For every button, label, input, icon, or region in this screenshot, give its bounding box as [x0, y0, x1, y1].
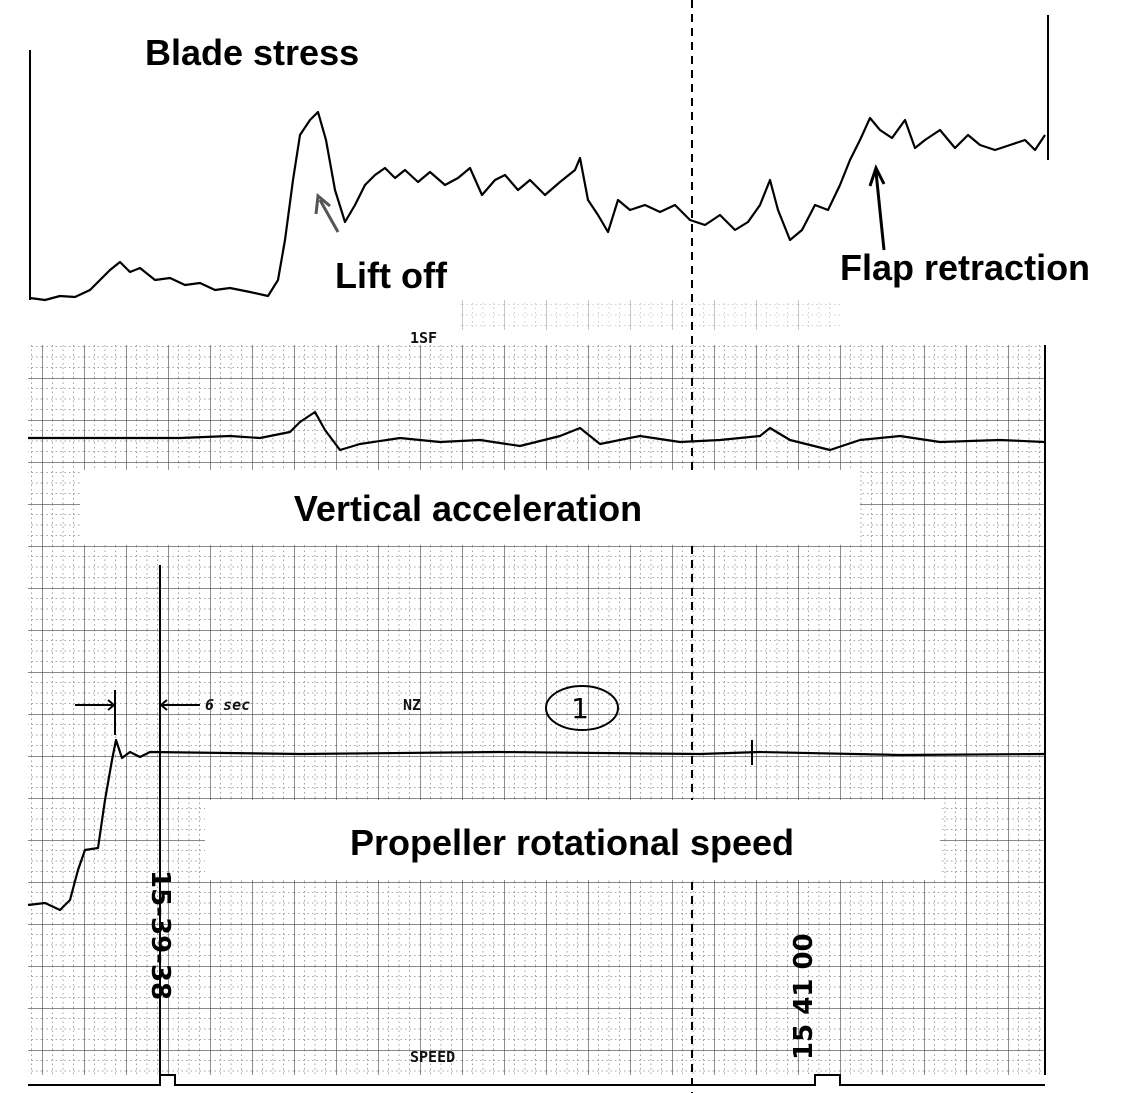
blade-stress-trace	[29, 110, 1046, 302]
annotation: Flap retraction	[840, 247, 1090, 288]
annotation: Lift off	[335, 255, 448, 296]
channel-label: SPEED	[410, 1048, 455, 1066]
time-mark: 15-39-38	[145, 870, 175, 1000]
panel-title: Propeller rotational speed	[350, 822, 794, 863]
annotation-arrow	[868, 164, 886, 251]
timing-pulse-trace	[28, 1074, 1045, 1086]
label-box	[205, 800, 940, 880]
circle-mark	[545, 685, 619, 731]
run-number: 1	[571, 692, 589, 725]
annotation-arrow	[314, 193, 340, 233]
interval-arrow	[75, 699, 200, 711]
panel-title: Vertical acceleration	[294, 488, 642, 529]
interval-label: 6 sec	[205, 696, 250, 714]
chart-paper-grid	[28, 345, 1046, 1075]
channel-label: NZ	[403, 696, 421, 714]
time-mark: 15 41 00	[789, 933, 819, 1060]
panel-title: Blade stress	[145, 32, 359, 73]
channel-label: 1SF	[410, 329, 437, 347]
chart-paper-grid	[460, 300, 840, 330]
vertical-acceleration-trace	[28, 410, 1046, 452]
label-box	[80, 470, 860, 545]
propeller-speed-trace	[27, 738, 1046, 912]
